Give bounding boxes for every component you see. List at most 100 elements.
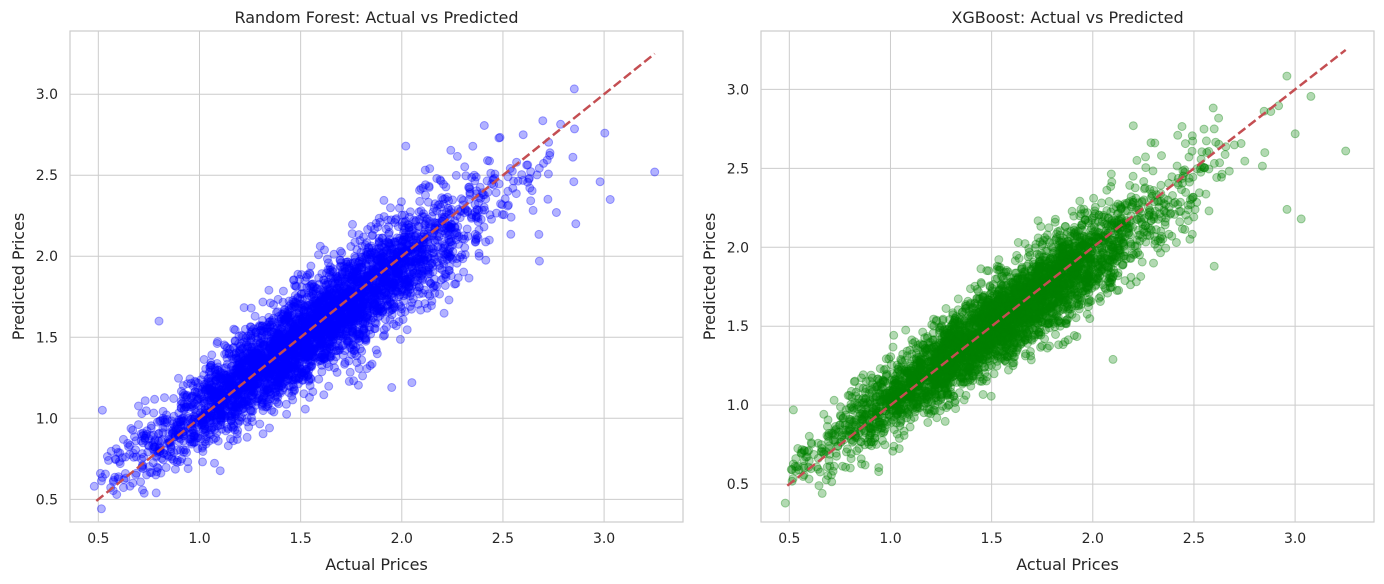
- scatter-point: [394, 267, 404, 277]
- scatter-point: [255, 344, 265, 353]
- scatter-point: [372, 349, 382, 359]
- scatter-point: [354, 256, 364, 266]
- x-tick-label: 3.0: [593, 531, 615, 547]
- scatter-point: [371, 251, 381, 261]
- scatter-point: [393, 287, 403, 297]
- scatter-point: [355, 296, 365, 306]
- scatter-point: [221, 349, 231, 358]
- scatter-point: [338, 267, 347, 277]
- scatter-point: [410, 276, 419, 286]
- scatter-point: [319, 390, 329, 400]
- scatter-point: [276, 373, 286, 382]
- scatter-point: [200, 428, 210, 438]
- scatter-point: [302, 334, 311, 344]
- scatter-point: [309, 296, 319, 306]
- scatter-point: [288, 395, 298, 405]
- scatter-point: [242, 395, 252, 405]
- scatter-point: [203, 377, 213, 387]
- scatter-point: [382, 246, 392, 256]
- scatter-point: [227, 406, 237, 416]
- scatter-point: [265, 372, 275, 381]
- scatter-point: [231, 364, 241, 374]
- scatter-point: [325, 339, 335, 349]
- scatter-point: [363, 271, 373, 281]
- scatter-point: [545, 148, 555, 158]
- scatter-point: [348, 324, 358, 334]
- scatter-point: [258, 429, 268, 439]
- scatter-point: [251, 349, 261, 359]
- scatter-point: [286, 318, 296, 328]
- scatter-point: [317, 305, 327, 315]
- scatter-point: [383, 270, 393, 280]
- scatter-point: [324, 289, 334, 299]
- scatter-point: [278, 379, 288, 388]
- scatter-point: [366, 222, 376, 231]
- scatter-point: [280, 337, 290, 347]
- scatter-point: [476, 193, 486, 203]
- y-tick-label: 2.5: [36, 168, 58, 184]
- scatter-point: [340, 319, 350, 329]
- scatter-point: [1106, 169, 1116, 179]
- scatter-point: [438, 273, 448, 283]
- scatter-point: [342, 336, 352, 346]
- scatter-point: [207, 411, 217, 421]
- scatter-point: [339, 315, 348, 325]
- scatter-point: [471, 235, 481, 245]
- scatter-point: [366, 329, 376, 339]
- scatter-point: [281, 315, 291, 325]
- scatter-point: [254, 353, 264, 363]
- scatter-point: [188, 425, 198, 435]
- scatter-point: [149, 408, 159, 418]
- scatter-point: [817, 488, 827, 498]
- scatter-point: [381, 272, 391, 282]
- scatter-point: [375, 291, 385, 301]
- scatter-point: [195, 394, 205, 404]
- scatter-point: [172, 421, 182, 431]
- scatter-point: [265, 298, 275, 308]
- scatter-point: [348, 298, 358, 308]
- scatter-point: [136, 436, 146, 446]
- scatter-point: [396, 197, 406, 207]
- x-axis-label: Actual Prices: [325, 555, 428, 574]
- scatter-point: [305, 340, 315, 350]
- scatter-point: [474, 225, 484, 235]
- scatter-point: [403, 220, 412, 230]
- scatter-point: [405, 256, 415, 266]
- scatter-point: [350, 253, 360, 263]
- scatter-point: [212, 369, 221, 379]
- scatter-point: [605, 195, 615, 204]
- scatter-point: [350, 274, 360, 284]
- scatter-point: [378, 306, 388, 316]
- scatter-point: [191, 410, 200, 420]
- scatter-point: [481, 237, 491, 247]
- scatter-point: [274, 373, 284, 383]
- scatter-point: [240, 389, 249, 399]
- scatter-point: [471, 172, 481, 182]
- scatter-point: [266, 320, 276, 330]
- scatter-point: [312, 332, 321, 342]
- scatter-point: [256, 349, 266, 359]
- scatter-point: [233, 418, 243, 428]
- scatter-point: [440, 269, 450, 279]
- scatter-point: [223, 441, 233, 451]
- scatter-point: [353, 334, 363, 344]
- scatter-point: [299, 346, 309, 355]
- scatter-point: [119, 483, 128, 493]
- scatter-point: [134, 401, 143, 411]
- scatter-point: [324, 381, 334, 391]
- scatter-point: [251, 346, 261, 356]
- scatter-point: [411, 256, 421, 266]
- scatter-point: [245, 337, 255, 346]
- scatter-point: [342, 259, 352, 269]
- scatter-point: [285, 351, 295, 361]
- scatter-point: [272, 397, 282, 407]
- scatter-point: [523, 160, 533, 170]
- scatter-point: [374, 238, 384, 248]
- scatter-point: [212, 339, 222, 348]
- scatter-point: [305, 336, 315, 346]
- scatter-point: [325, 329, 335, 339]
- scatter-point: [425, 164, 435, 174]
- scatter-point: [304, 376, 314, 386]
- scatter-point: [271, 341, 280, 351]
- scatter-point: [405, 269, 415, 279]
